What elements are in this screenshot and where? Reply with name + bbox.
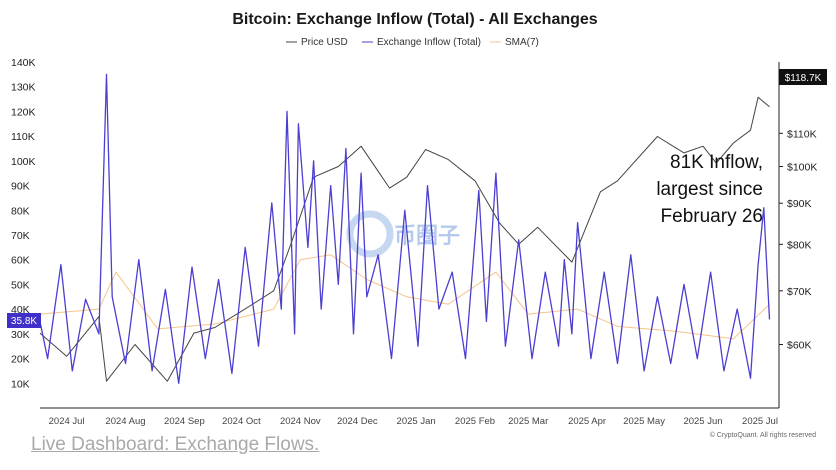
x-axis: 2024 Jul 2024 Aug 2024 Sep 2024 Oct 2024 Nov… xyxy=(49,416,778,427)
current-price-value: $118.7K xyxy=(785,73,822,84)
x-tick-label: 2025 Mar xyxy=(508,416,548,427)
x-tick-label: 2025 Jul xyxy=(742,416,778,427)
current-price-label: $118.7K xyxy=(779,69,827,85)
current-price-badge xyxy=(779,69,827,85)
plot-area xyxy=(39,73,771,384)
y-left-tick-label: 140K xyxy=(11,57,36,69)
y-left-tick-label: 130K xyxy=(11,82,36,94)
watermark-logo-icon xyxy=(346,210,394,258)
x-tick-label: 2025 May xyxy=(623,416,665,427)
x-tick-label: 2024 Aug xyxy=(105,416,145,427)
legend-sma7: SMA(7) xyxy=(505,37,539,48)
x-tick-label: 2025 Jun xyxy=(683,416,722,427)
y-right-tick-label: $100K xyxy=(787,162,817,174)
y-left-tick-label: 60K xyxy=(11,255,30,267)
y-right-tick-label: $60K xyxy=(787,340,812,352)
y-left-tick-label: 90K xyxy=(11,181,30,193)
y-right-tick-label: $70K xyxy=(787,286,812,298)
annotation-line-1: 81K Inflow, xyxy=(670,152,763,173)
current-inflow-value: 35.8K xyxy=(11,316,37,327)
x-tick-label: 2024 Oct xyxy=(222,416,261,427)
legend: Price USD Exchange Inflow (Total) SMA(7) xyxy=(286,37,539,48)
watermark-text: 币圈子 xyxy=(394,224,460,249)
current-inflow-label: 35.8K xyxy=(7,313,41,328)
sma7-line xyxy=(39,254,770,340)
y-left-tick-label: 100K xyxy=(11,156,36,168)
y-left-tick-label: 110K xyxy=(11,131,35,143)
left-axis: 10K20K30K40K50K60K70K80K90K100K110K120K1… xyxy=(11,57,36,390)
annotation-line-2: largest since xyxy=(656,179,763,200)
current-inflow-badge xyxy=(7,313,41,328)
annotation-line-3: February 26 xyxy=(661,206,763,227)
watermark: 币圈子 xyxy=(346,210,460,258)
right-axis: $60K $70K $80K $90K $100K $110K xyxy=(779,128,817,352)
y-left-tick-label: 50K xyxy=(11,279,30,291)
x-tick-label: 2025 Jan xyxy=(397,416,436,427)
x-tick-label: 2024 Dec xyxy=(337,416,378,427)
y-left-tick-label: 70K xyxy=(11,230,30,242)
y-left-tick-label: 20K xyxy=(11,354,30,366)
chart-title: Bitcoin: Exchange Inflow (Total) - All E… xyxy=(232,11,597,28)
y-right-tick-label: $80K xyxy=(787,239,812,251)
x-tick-label: 2025 Feb xyxy=(455,416,495,427)
x-tick-label: 2024 Sep xyxy=(164,416,205,427)
x-tick-label: 2024 Jul xyxy=(49,416,85,427)
y-right-tick-label: $90K xyxy=(787,198,812,210)
copyright-text: © CryptoQuant. All rights reserved xyxy=(710,431,816,439)
x-tick-label: 2024 Nov xyxy=(280,416,321,427)
x-tick-label: 2025 Apr xyxy=(568,416,606,427)
live-dashboard-link[interactable]: Live Dashboard: Exchange Flows. xyxy=(31,434,320,455)
legend-price-usd: Price USD xyxy=(301,37,348,48)
y-left-tick-label: 30K xyxy=(11,329,30,341)
y-left-tick-label: 120K xyxy=(11,106,36,118)
y-left-tick-label: 80K xyxy=(11,205,30,217)
legend-exchange-inflow: Exchange Inflow (Total) xyxy=(377,37,481,48)
annotation: 81K Inflow, largest since February 26 xyxy=(656,152,763,227)
y-right-tick-label: $110K xyxy=(787,128,817,140)
exchange-inflow-line xyxy=(39,73,771,384)
y-left-tick-label: 10K xyxy=(11,378,30,390)
